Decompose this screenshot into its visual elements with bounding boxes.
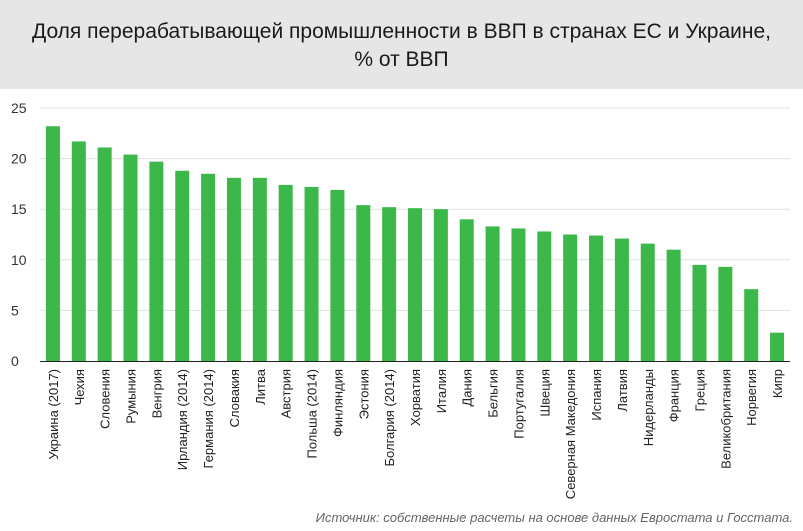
bar	[408, 208, 422, 361]
source-note: Источник: собственные расчеты на основе …	[315, 510, 793, 525]
x-tick-label: Великобритания	[718, 369, 733, 469]
bars	[45, 126, 785, 361]
bar	[589, 235, 604, 361]
bar	[692, 264, 707, 361]
x-tick-label: Нидерланды	[641, 369, 656, 446]
x-tick-label: Латвия	[615, 369, 630, 412]
bar	[666, 249, 681, 361]
bar	[252, 177, 267, 361]
x-tick-label: Греция	[692, 369, 707, 412]
bar	[433, 209, 448, 361]
chart-title-line-1: Доля перерабатывающей промышленности в В…	[32, 20, 771, 43]
bar	[356, 205, 371, 361]
bar	[511, 228, 526, 361]
x-tick-label: Болгария (2014)	[382, 369, 397, 466]
x-tick-label: Испания	[589, 369, 604, 421]
x-tick-label: Норвегия	[744, 369, 759, 426]
bar	[201, 173, 216, 361]
bar	[149, 161, 164, 361]
bar	[330, 189, 345, 361]
bar	[175, 170, 190, 361]
x-tick-label: Германия (2014)	[201, 369, 216, 468]
x-tick-label: Дания	[460, 369, 475, 407]
bar	[485, 226, 500, 361]
bar	[71, 141, 86, 361]
bar	[563, 234, 578, 361]
chart-title: Доля перерабатывающей промышленности в В…	[0, 18, 803, 74]
bar	[459, 219, 474, 361]
y-tick-label: 15	[11, 201, 27, 217]
x-tick-label: Словакия	[227, 369, 242, 427]
x-tick-label: Австрия	[279, 369, 294, 418]
bar	[382, 207, 397, 361]
bar	[45, 126, 60, 361]
y-tick-label: 5	[11, 302, 19, 318]
x-tick-label: Швеция	[537, 369, 552, 417]
y-tick-label: 10	[11, 252, 27, 268]
bar	[97, 147, 112, 361]
x-tick-label: Португалия	[511, 369, 526, 439]
x-tick-label: Литва	[253, 368, 268, 405]
bar	[537, 231, 552, 361]
bar	[226, 177, 241, 361]
x-tick-label: Хорватия	[408, 369, 423, 426]
bar	[770, 332, 785, 361]
bar	[278, 184, 293, 361]
bar	[718, 266, 733, 361]
bar	[640, 243, 655, 361]
x-tick-label: Польша (2014)	[305, 369, 320, 459]
x-tick-label: Финляндия	[330, 369, 345, 437]
bar	[304, 186, 319, 361]
chart-title-line-2: % от ВВП	[354, 48, 449, 71]
x-tick-label: Чехия	[72, 369, 87, 405]
x-tick-label: Венгрия	[149, 369, 164, 418]
x-tick-label: Бельгия	[486, 369, 501, 418]
chart-header	[0, 0, 803, 89]
bar	[123, 154, 138, 361]
x-tick-label: Италия	[434, 369, 449, 413]
x-tick-label: Украина (2017)	[46, 369, 61, 460]
x-tick-label: Северная Македония	[563, 369, 578, 499]
x-tick-label: Румыния	[124, 369, 139, 424]
x-tick-label: Словения	[98, 369, 113, 429]
y-tick-label: 25	[11, 100, 27, 116]
x-tick-label: Эстония	[356, 369, 371, 419]
x-axis-labels: Украина (2017) Чехия Словения Румыния Венгри…	[46, 368, 785, 499]
bar	[744, 289, 759, 361]
y-tick-label: 20	[11, 151, 27, 167]
x-tick-label: Франция	[667, 369, 682, 422]
x-tick-label: Кипр	[770, 369, 785, 398]
bar	[614, 238, 629, 361]
x-tick-label: Ирландия (2014)	[175, 369, 190, 470]
y-tick-label: 0	[11, 353, 19, 369]
